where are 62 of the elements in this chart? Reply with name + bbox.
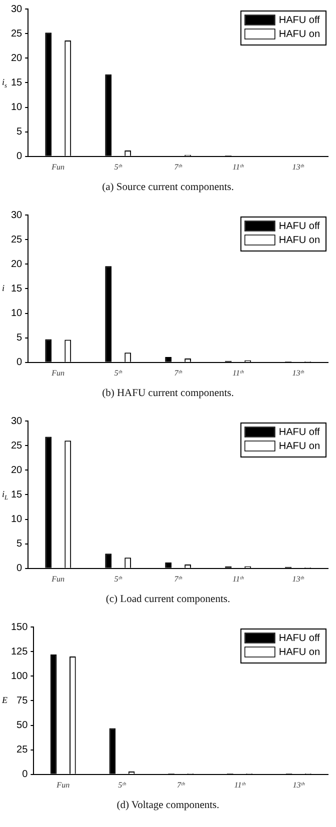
y-tick-label: 150 <box>10 622 28 633</box>
x-tick-label: 13ᵗʰ <box>292 574 305 584</box>
legend-label: HAFU off <box>278 14 320 26</box>
y-tick-label: 5 <box>16 126 23 138</box>
x-tick-label: 13ᵗʰ <box>292 162 305 172</box>
y-tick-label: 30 <box>11 210 23 221</box>
y-tick-label: 25 <box>11 234 23 246</box>
x-tick-label: 13ᵗʰ <box>292 368 305 378</box>
y-tick-label: 20 <box>11 52 23 64</box>
legend-label: HAFU on <box>278 646 320 658</box>
x-tick-label: 11ᵗʰ <box>232 574 244 584</box>
x-tick-label: 13ᵗʰ <box>292 780 306 790</box>
x-tick-label: 5ᵗʰ <box>118 780 127 790</box>
y-tick-label: 10 <box>11 308 23 320</box>
y-axis-title: E <box>1 695 8 706</box>
y-tick-label: 10 <box>11 102 23 114</box>
x-tick-label: 7ᵗʰ <box>174 162 183 172</box>
y-tick-label: 30 <box>11 416 23 427</box>
y-tick-label: 15 <box>11 283 23 294</box>
x-tick-label: Fun <box>50 162 65 172</box>
x-tick-label: 7ᵗʰ <box>177 780 186 790</box>
y-tick-label: 10 <box>11 514 23 526</box>
x-tick-label: 11ᵗʰ <box>234 780 246 790</box>
y-tick-label: 25 <box>16 744 28 756</box>
x-tick-label: 7ᵗʰ <box>174 574 183 584</box>
legend-label: HAFU on <box>278 440 320 452</box>
y-tick-label: 0 <box>22 769 28 780</box>
y-tick-label: 50 <box>16 720 28 732</box>
x-tick-label: 5ᵗʰ <box>114 368 123 378</box>
y-axis-title: i <box>2 283 5 294</box>
y-tick-label: 15 <box>11 77 23 88</box>
y-tick-label: 125 <box>10 646 28 658</box>
y-tick-label: 15 <box>11 489 23 500</box>
y-tick-label: 30 <box>11 4 23 15</box>
legend-label: HAFU off <box>278 426 320 438</box>
legend-label: HAFU on <box>278 234 320 246</box>
x-tick-label: Fun <box>56 780 70 790</box>
x-tick-label: 5ᵗʰ <box>114 162 123 172</box>
y-tick-label: 5 <box>16 332 23 344</box>
x-tick-label: Fun <box>50 574 65 584</box>
y-tick-label: 0 <box>16 151 23 162</box>
y-tick-label: 25 <box>11 28 23 40</box>
y-tick-label: 100 <box>10 670 28 682</box>
y-tick-label: 20 <box>11 464 23 476</box>
text: (b) HAFU current components. <box>101 387 235 401</box>
x-tick-label: Fun <box>50 368 65 378</box>
x-tick-label: 11ᵗʰ <box>232 162 244 172</box>
y-tick-label: 25 <box>11 440 23 452</box>
text: (a) Source current components. <box>101 181 235 195</box>
legend-label: HAFU on <box>278 28 320 40</box>
legend-label: HAFU off <box>278 632 320 644</box>
x-tick-label: 7ᵗʰ <box>174 368 183 378</box>
text: (c) Load current components. <box>104 593 232 607</box>
y-tick-label: 5 <box>16 538 23 550</box>
x-tick-label: 5ᵗʰ <box>114 574 123 584</box>
y-tick-label: 20 <box>11 258 23 270</box>
text: (d) Voltage components. <box>116 799 220 813</box>
y-tick-label: 0 <box>16 357 23 368</box>
legend-label: HAFU off <box>278 220 320 232</box>
y-tick-label: 75 <box>16 695 28 706</box>
x-tick-label: 11ᵗʰ <box>232 368 244 378</box>
y-tick-label: 0 <box>16 563 23 574</box>
